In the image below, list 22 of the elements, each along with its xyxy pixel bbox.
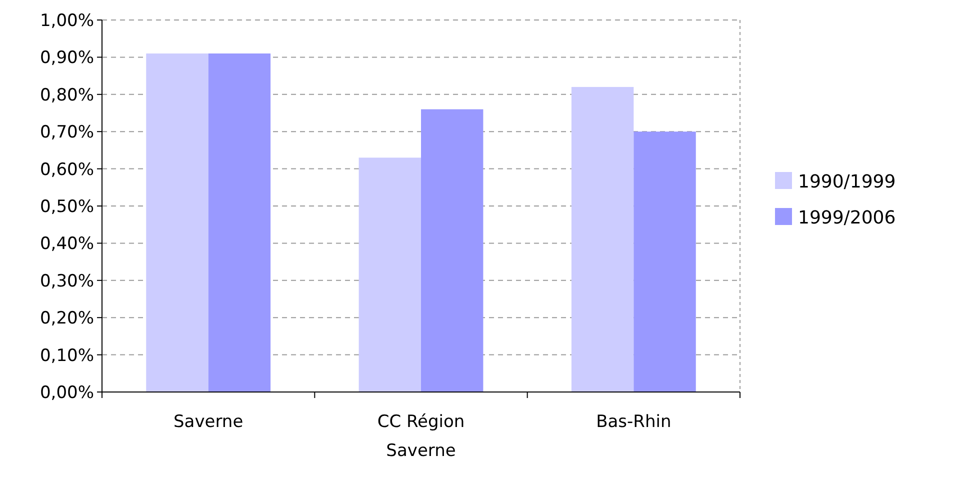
y-tick-label: 0,60% (40, 160, 94, 180)
y-tick-label: 0,30% (40, 271, 94, 292)
legend-label: 1990/1999 (798, 171, 896, 192)
bar (358, 158, 421, 392)
x-tick-label: CC Région Saverne (377, 412, 465, 461)
y-tick-label: 0,20% (40, 308, 94, 329)
legend-label: 1999/2006 (798, 207, 896, 228)
y-tick-label: 0,00% (40, 382, 94, 403)
y-tick-label: 0,40% (40, 234, 94, 254)
bar (421, 109, 484, 392)
y-tick-label: 1,00% (40, 10, 94, 31)
x-tick-label: Bas-Rhin (596, 412, 672, 432)
y-tick-label: 0,50% (40, 196, 94, 217)
y-tick-label: 0,70% (40, 122, 94, 143)
bar (571, 86, 634, 392)
x-tick-label: Saverne (174, 412, 244, 432)
bar (146, 53, 208, 392)
y-tick-label: 0,10% (40, 346, 94, 366)
bar (208, 53, 271, 392)
y-tick-label: 0,80% (40, 85, 94, 106)
y-tick-label: 0,90% (40, 48, 94, 68)
bar (634, 132, 696, 392)
